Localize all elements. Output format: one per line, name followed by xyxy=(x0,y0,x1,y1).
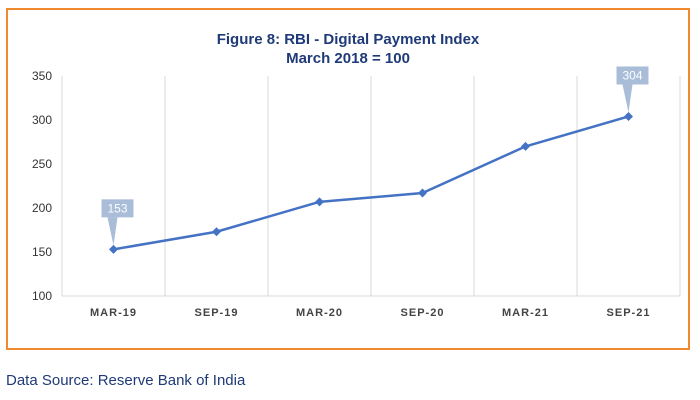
callout-box xyxy=(616,66,649,85)
series-line xyxy=(113,115,629,251)
callout-label: 304 xyxy=(622,68,642,82)
x-tick-label: SEP-19 xyxy=(195,307,239,319)
chart-title: Figure 8: RBI - Digital Payment Index xyxy=(216,31,480,48)
y-tick-label: 200 xyxy=(32,201,52,215)
x-tick-label: MAR-19 xyxy=(90,307,137,319)
y-tick-label: 150 xyxy=(32,245,52,259)
chart-subtitle: March 2018 = 100 xyxy=(286,50,410,67)
y-tick-label: 350 xyxy=(32,69,52,83)
callout-pointer xyxy=(622,84,633,113)
chart-frame: Figure 8: RBI - Digital Payment Index Ma… xyxy=(6,8,690,350)
data-point xyxy=(624,111,633,121)
y-tick-label: 250 xyxy=(32,157,52,171)
data-point xyxy=(315,197,324,207)
y-tick-label: 100 xyxy=(32,289,52,303)
data-point xyxy=(418,188,427,198)
chart-title-block: Figure 8: RBI - Digital Payment Index Ma… xyxy=(8,30,688,68)
y-tick-label: 300 xyxy=(32,113,52,127)
x-tick-label: SEP-20 xyxy=(401,307,445,319)
callout-box xyxy=(101,199,134,218)
data-point xyxy=(109,244,118,254)
data-point xyxy=(521,141,530,151)
x-tick-label: SEP-21 xyxy=(607,307,651,319)
data-source-note: Data Source: Reserve Bank of India xyxy=(6,372,246,389)
line-chart: 100 150 200 250 300 350 MAR-19 SEP-19 MAR-20 SEP-… xyxy=(32,66,681,319)
callout-pointer xyxy=(107,217,118,246)
x-tick-label: MAR-20 xyxy=(296,307,343,319)
callout-label: 153 xyxy=(107,201,127,215)
data-point xyxy=(212,227,221,237)
x-tick-label: MAR-21 xyxy=(502,307,549,319)
